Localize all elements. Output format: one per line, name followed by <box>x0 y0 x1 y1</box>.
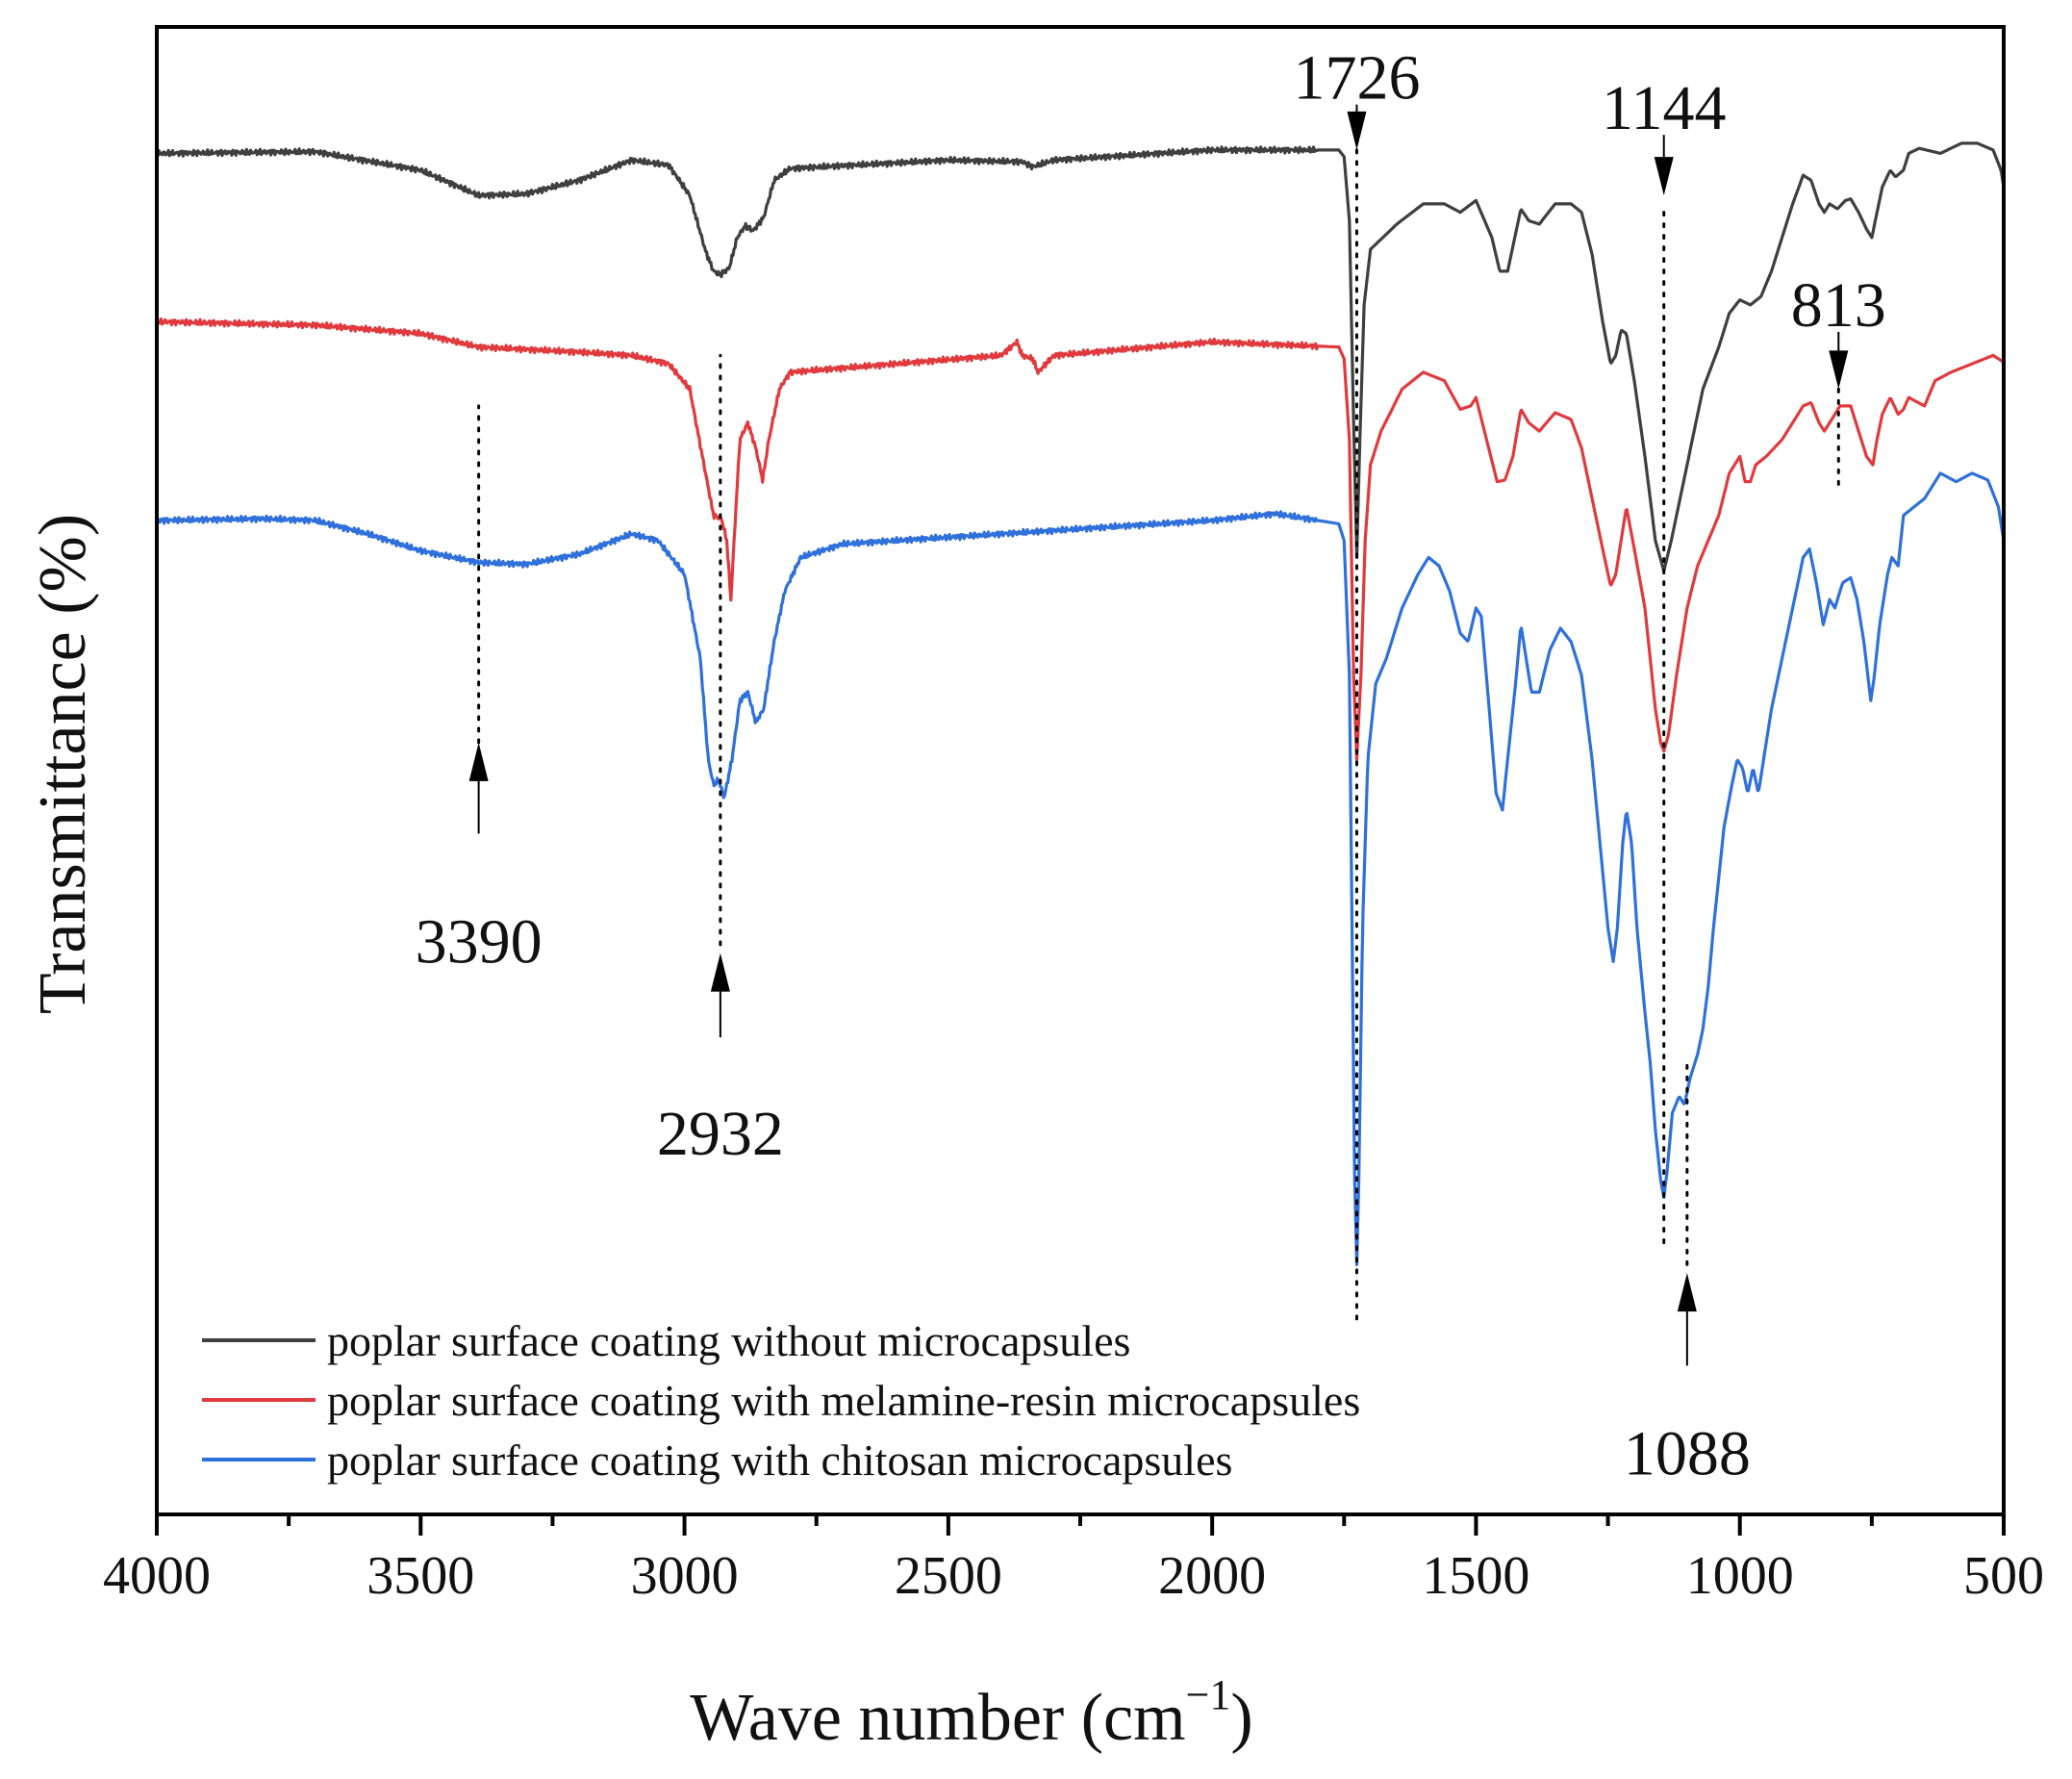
series-line-2 <box>155 317 2005 761</box>
x-axis-label-close: ) <box>1230 1681 1252 1755</box>
legend-label-2: poplar surface coating with melamine-res… <box>327 1376 1360 1425</box>
x-tick-label-2000: 2000 <box>1158 1546 1266 1606</box>
peak-arrow-head-813 <box>1829 350 1849 390</box>
x-axis-label-superscript: −1 <box>1186 1671 1231 1718</box>
peak-arrow-head-1144 <box>1654 157 1674 196</box>
x-axis-label-main: Wave number (cm <box>690 1681 1185 1755</box>
peak-label-1088: 1088 <box>1624 1418 1751 1488</box>
legend: poplar surface coating without microcaps… <box>202 1316 1360 1485</box>
annotation-layer: 1726 1144 813 3390 2932 1088 <box>416 43 1886 1489</box>
y-axis-label: Transmittance (%) <box>26 514 100 1014</box>
peak-arrow-head-3390 <box>468 742 489 781</box>
x-tick-label-2500: 2500 <box>895 1546 1002 1606</box>
legend-label-1: poplar surface coating without microcaps… <box>327 1316 1130 1365</box>
series-line-3 <box>155 471 2006 1266</box>
x-tick-label-500: 500 <box>1963 1546 2044 1606</box>
x-tick-label-1500: 1500 <box>1422 1546 1529 1606</box>
peak-label-3390: 3390 <box>416 906 543 977</box>
series-layer <box>155 141 2006 1266</box>
peak-label-1144: 1144 <box>1602 73 1727 143</box>
x-tick-label-3500: 3500 <box>366 1546 474 1606</box>
peak-arrow-head-1726 <box>1347 111 1367 150</box>
axis-layer: 4000 3500 3000 2500 2000 1500 1000 500 <box>103 25 2044 1606</box>
x-tick-label-1000: 1000 <box>1686 1546 1794 1606</box>
x-tick-label-4000: 4000 <box>103 1546 211 1606</box>
x-tick-label-3000: 3000 <box>631 1546 739 1606</box>
peak-arrow-head-2932 <box>710 953 730 992</box>
peak-label-2932: 2932 <box>657 1099 784 1169</box>
peak-label-813: 813 <box>1791 270 1886 341</box>
peak-label-1726: 1726 <box>1293 43 1420 114</box>
legend-label-3: poplar surface coating with chitosan mic… <box>327 1436 1232 1485</box>
peak-arrow-head-1088 <box>1677 1273 1697 1312</box>
series-line-1 <box>155 141 2006 572</box>
x-axis-label: Wave number (cm−1) <box>690 1671 1252 1755</box>
